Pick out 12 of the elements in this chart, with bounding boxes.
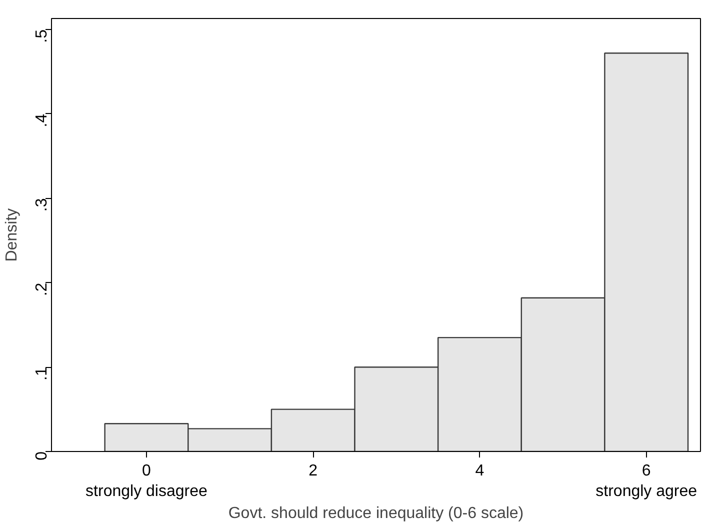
y-tick-label: .5 — [34, 29, 50, 43]
y-axis-title: Density — [4, 208, 20, 262]
x-tick-label: 2 — [308, 462, 318, 480]
y-tick-label: .3 — [34, 198, 50, 212]
y-tick-label: 0 — [34, 451, 50, 460]
y-tick-label: .2 — [34, 282, 50, 296]
y-tick-label: .4 — [34, 114, 50, 128]
y-tick-label: .1 — [34, 366, 50, 380]
x-tick-label: 0 strongly disagree — [86, 462, 208, 500]
x-tick-label: 4 — [475, 462, 484, 480]
x-axis-title: Govt. should reduce inequality (0-6 scale) — [228, 504, 524, 522]
x-tick-label: 6 strongly agree — [596, 462, 698, 500]
